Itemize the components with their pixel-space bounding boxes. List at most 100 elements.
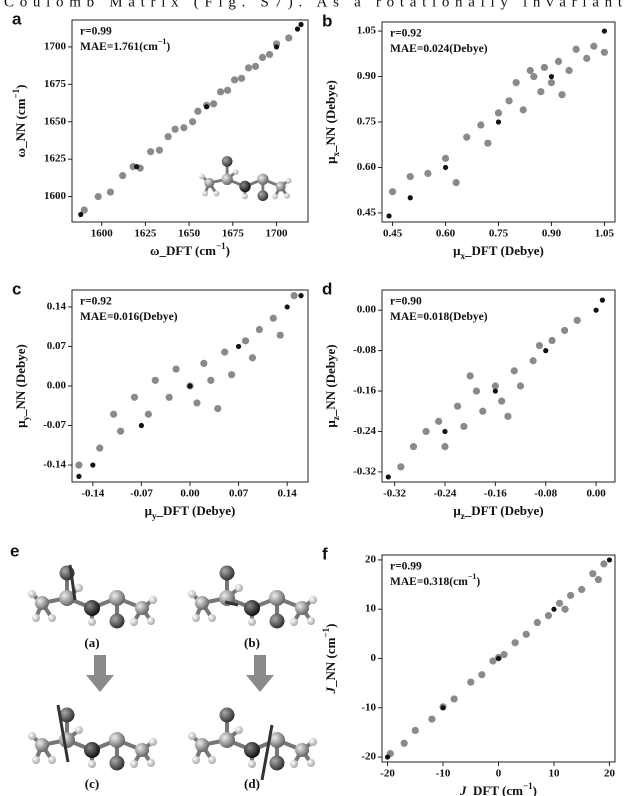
- panel-label: e: [10, 541, 19, 560]
- label-part: x: [460, 251, 465, 261]
- molecule: [186, 563, 319, 631]
- r-annotation: r=0.92: [80, 296, 112, 308]
- data-point: [78, 211, 84, 218]
- x-axis-label: J_DFT (cm−1): [459, 781, 537, 796]
- molecule-label: (d): [244, 776, 260, 791]
- data-point: [495, 119, 502, 125]
- data-point: [450, 695, 458, 703]
- y-tick-label: 0: [371, 652, 377, 664]
- data-point: [147, 148, 155, 156]
- plot-frame: [381, 289, 616, 483]
- label-part: _NN (Debye): [323, 80, 338, 153]
- data-point: [530, 72, 538, 81]
- label-part: −1: [468, 572, 477, 581]
- data-point: [453, 402, 462, 410]
- data-point: [255, 325, 264, 334]
- data-point: [138, 422, 145, 429]
- data-point: [551, 606, 557, 612]
- label-part: MAE=0.024(Debye): [390, 43, 488, 55]
- label-part: ): [476, 576, 480, 588]
- y-axis-label: μy_NN (Debye): [13, 344, 31, 428]
- y-tick-label: 0.14: [47, 300, 67, 312]
- molecule-label: (c): [85, 776, 99, 791]
- data-point: [207, 376, 215, 384]
- vibration-vector: [224, 600, 239, 607]
- arrow: [86, 655, 114, 692]
- data-point: [477, 121, 485, 129]
- data-point: [567, 591, 575, 600]
- label-part: −1: [321, 627, 331, 637]
- data-point: [489, 657, 497, 665]
- data-point: [397, 463, 405, 471]
- label-part: ω_DFT (cm: [150, 243, 216, 258]
- label-part: μ: [323, 420, 338, 428]
- y-tick-label: 1625: [44, 153, 67, 165]
- data-point: [452, 179, 460, 187]
- data-point: [590, 42, 598, 50]
- data-point: [110, 410, 118, 418]
- data-point: [276, 331, 284, 339]
- data-point: [441, 443, 449, 451]
- data-point: [171, 125, 179, 133]
- data-point: [589, 570, 597, 578]
- data-point: [237, 74, 246, 82]
- panel-label: f: [322, 544, 328, 563]
- mae-annotation: MAE=1.761(cm−1): [80, 37, 170, 52]
- label-part: J: [459, 783, 467, 796]
- label-part: _DFT (Debye): [464, 503, 544, 518]
- data-point: [600, 560, 608, 568]
- data-point: [285, 34, 293, 42]
- label-part: ): [323, 623, 338, 627]
- r-annotation: r=0.92: [390, 28, 422, 40]
- data-point: [583, 54, 591, 62]
- data-point: [606, 557, 613, 563]
- y-tick-label: 1.05: [357, 25, 377, 37]
- data-point: [599, 297, 606, 303]
- data-point: [235, 343, 242, 350]
- x-tick-label: 10: [548, 768, 560, 780]
- label-part: y: [21, 416, 31, 421]
- data-point: [165, 393, 173, 401]
- data-point: [424, 169, 432, 178]
- label-part: μ: [145, 503, 153, 518]
- data-point: [495, 655, 502, 662]
- vibration-vector: [260, 724, 274, 781]
- x-tick-label: -10: [436, 768, 451, 780]
- data-point: [537, 88, 545, 96]
- x-tick-label: 0.45: [383, 228, 403, 240]
- x-tick-label: 0.75: [489, 228, 509, 240]
- data-point: [151, 376, 159, 384]
- mae-annotation: MAE=0.318(cm−1): [390, 572, 480, 587]
- y-tick-label: -10: [361, 701, 376, 713]
- y-axis-label: μx_NN (Debye): [323, 80, 341, 164]
- data-point: [144, 410, 152, 418]
- y-tick-label: -0.32: [353, 465, 376, 477]
- data-point: [189, 118, 197, 126]
- data-point: [388, 188, 397, 196]
- data-point: [172, 365, 180, 373]
- label-part: −1: [11, 88, 21, 98]
- data-point: [134, 164, 140, 170]
- data-point: [516, 382, 525, 390]
- data-point: [216, 88, 225, 96]
- x-axis-label: μx_DFT (Debye): [453, 243, 544, 261]
- data-point: [228, 371, 236, 379]
- data-point: [478, 671, 486, 679]
- x-tick-label: 0.00: [586, 488, 606, 500]
- data-point: [200, 359, 208, 368]
- molecule: [26, 563, 159, 631]
- r-annotation: r=0.99: [80, 26, 112, 38]
- arrow: [246, 655, 274, 692]
- y-axis-label: μz_NN (Debye): [323, 344, 341, 427]
- label-part: _DFT (Debye): [464, 243, 544, 258]
- label-part: z: [461, 511, 465, 521]
- x-tick-label: 0: [496, 768, 502, 780]
- data-point: [529, 357, 537, 365]
- data-point: [543, 348, 549, 354]
- data-point: [491, 382, 499, 390]
- x-tick-label: 1650: [178, 228, 201, 240]
- data-point: [505, 97, 513, 105]
- label-part: MAE=0.018(Debye): [390, 311, 488, 323]
- data-point: [492, 388, 498, 394]
